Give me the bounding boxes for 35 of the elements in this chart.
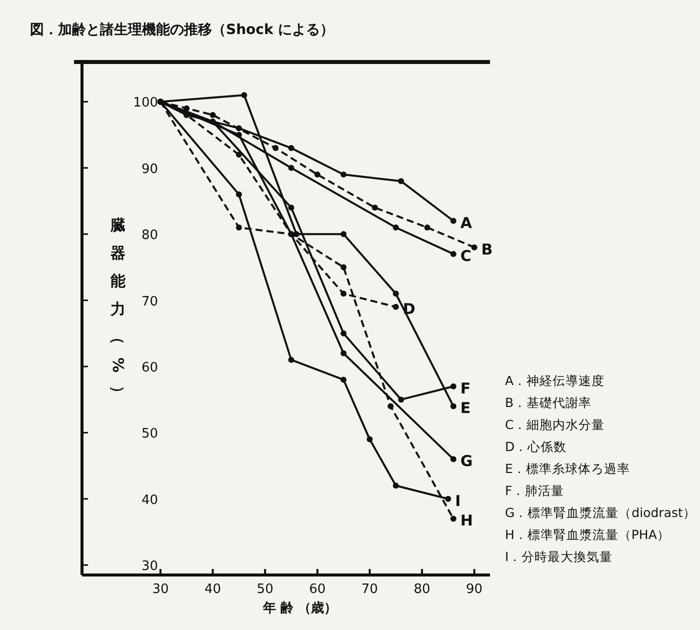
y-tick-label: 70	[141, 294, 158, 310]
text: G．標準腎血漿流量（diodrast）	[505, 505, 696, 520]
series-label: E	[460, 399, 471, 418]
x-tick-label: 70	[361, 582, 378, 597]
series-label: B	[481, 240, 493, 258]
y-tick-label: 30	[141, 559, 158, 574]
y-tick-label: 50	[141, 426, 158, 442]
series-label: G	[460, 452, 473, 470]
series-label: H	[460, 512, 473, 530]
x-tick-label: 50	[256, 582, 274, 597]
y-axis-title: 臓器能力（%）	[109, 216, 127, 400]
y-tick-label: 60	[141, 360, 158, 376]
text: H．標準腎血漿流量（PHA）	[505, 527, 670, 542]
x-tick-label: 80	[414, 582, 430, 597]
series-label: F	[460, 379, 471, 398]
text: I．分時最大換気量	[505, 549, 613, 564]
text: D．心係数	[505, 439, 567, 454]
x-tick-label: 60	[309, 582, 326, 597]
y-tick-label: 80	[141, 228, 158, 244]
x-tick-label: 90	[466, 582, 483, 597]
text: F．肺活量	[505, 483, 564, 498]
x-axis-title: 年 齢 （歳）	[262, 601, 338, 616]
series-label: C	[460, 246, 472, 265]
x-tick-label: 40	[204, 582, 222, 597]
y-tick-label: 90	[141, 162, 158, 177]
text: B．基礎代謝率	[505, 395, 592, 410]
y-tick-label: 40	[141, 492, 158, 508]
series-label: A	[460, 214, 472, 232]
x-tick-label: 30	[152, 582, 169, 597]
text: E．標準糸球体ろ過率	[505, 461, 630, 476]
text: C．細胞内水分量	[505, 417, 605, 432]
y-tick-label: 100	[133, 96, 158, 111]
series-label: I	[455, 492, 461, 510]
text: A．神経伝導速度	[505, 373, 605, 388]
chart-title: 図．加齢と諸生理機能の推移（Shock による）	[30, 21, 334, 38]
